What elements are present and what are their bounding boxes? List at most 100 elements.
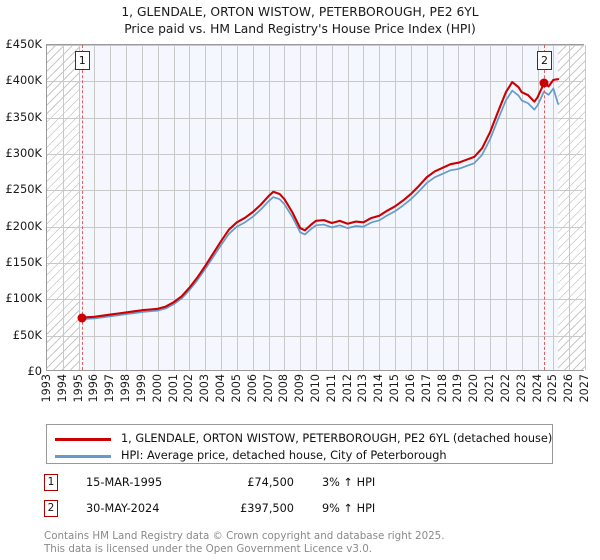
- no-data-region-right: [558, 45, 585, 370]
- gridline-vertical: [157, 45, 159, 370]
- x-tick-label: 2001: [166, 374, 180, 403]
- event-badge-2[interactable]: 2: [537, 51, 553, 70]
- x-tick-label: 2020: [467, 374, 481, 403]
- transaction-index-badge[interactable]: 1: [44, 474, 58, 491]
- x-tick-label: 2024: [530, 374, 544, 403]
- chart-series-layer: [80, 78, 560, 321]
- gridline-horizontal: [47, 226, 583, 228]
- gridline-vertical: [505, 45, 507, 370]
- gridline-vertical: [537, 45, 539, 370]
- x-tick-label: 2006: [245, 374, 259, 403]
- gridline-vertical: [331, 45, 333, 370]
- y-tick-label: £300K: [5, 146, 42, 160]
- gridline-vertical: [363, 45, 365, 370]
- x-tick-label: 2015: [388, 374, 402, 403]
- x-tick-label: 1997: [103, 374, 117, 403]
- gridline-vertical: [553, 45, 555, 370]
- x-tick-label: 2022: [498, 374, 512, 403]
- gridline-horizontal: [47, 117, 583, 119]
- y-tick-label: £100K: [5, 291, 42, 306]
- y-tick-label: £50K: [12, 327, 42, 342]
- page-title: 1, GLENDALE, ORTON WISTOW, PETERBOROUGH,…: [0, 4, 600, 38]
- gridline-vertical: [521, 45, 523, 370]
- x-axis-labels: 1993 1994 1995 1996 1997 1998 1999 2000 2001 2002…: [40, 374, 591, 418]
- price-paid-marker-2[interactable]: [539, 78, 549, 88]
- x-tick-label: 2027: [578, 374, 591, 403]
- x-tick-label: 2018: [435, 374, 449, 403]
- footer-line-1: Contains HM Land Registry data © Crown c…: [44, 530, 445, 542]
- transaction-index-badge[interactable]: 2: [44, 500, 58, 517]
- y-tick-label: £400K: [5, 73, 42, 88]
- gridline-vertical: [94, 45, 96, 370]
- gridline-vertical: [126, 45, 128, 370]
- gridline-horizontal: [47, 81, 583, 83]
- y-tick-label: £150K: [5, 255, 42, 269]
- x-tick-label: 2014: [372, 374, 386, 403]
- x-tick-label: 2010: [309, 374, 322, 403]
- title-line-1: 1, GLENDALE, ORTON WISTOW, PETERBOROUGH,…: [121, 5, 479, 19]
- series-line: [80, 78, 560, 319]
- gridline-vertical: [221, 45, 223, 370]
- gridline-vertical: [490, 45, 492, 370]
- gridline-vertical: [252, 45, 254, 370]
- x-tick-label: 1999: [134, 374, 148, 403]
- y-axis-labels: £0 £50K £100K £150K £200K £250K £300K £350K £400…: [0, 37, 42, 378]
- x-tick-label: 2023: [514, 374, 528, 403]
- gridline-vertical: [347, 45, 349, 370]
- x-tick-label: 2007: [261, 374, 275, 403]
- y-tick-label: £0: [27, 364, 43, 378]
- x-tick-label: 1996: [87, 374, 101, 403]
- gridline-horizontal: [47, 335, 583, 337]
- x-tick-label: 2025: [546, 374, 560, 403]
- event-badge-1[interactable]: 1: [74, 51, 90, 70]
- gridline-horizontal: [47, 299, 583, 301]
- gridline-vertical: [284, 45, 286, 370]
- legend-label: HPI: Average price, detached house, City…: [121, 449, 447, 462]
- transaction-row: 1 15-MAR-1995 £74,500 3% ↑ HPI: [44, 474, 504, 496]
- gridline-vertical: [300, 45, 302, 370]
- x-tick-label: 2017: [419, 374, 433, 403]
- x-tick-label: 2013: [356, 374, 370, 403]
- x-tick-label: 1995: [71, 374, 85, 403]
- gridline-vertical: [110, 45, 112, 370]
- event-line-1: [81, 45, 83, 370]
- x-tick-label: 1993: [40, 374, 53, 403]
- x-tick-label: 2008: [277, 374, 291, 403]
- x-tick-label: 2002: [182, 374, 196, 403]
- x-tick-label: 2005: [229, 374, 243, 403]
- gridline-vertical: [585, 45, 586, 370]
- title-line-2: Price paid vs. HM Land Registry's House …: [124, 22, 476, 36]
- y-tick-label: £350K: [5, 109, 42, 124]
- gridline-vertical: [426, 45, 428, 370]
- gridline-vertical: [316, 45, 317, 370]
- gridline-horizontal: [47, 190, 583, 192]
- gridline-vertical: [410, 45, 412, 370]
- x-tick-label: 2019: [451, 374, 465, 403]
- price-paid-marker-1[interactable]: [77, 313, 87, 323]
- gridline-vertical: [442, 45, 444, 370]
- x-tick-label: 2004: [214, 374, 228, 403]
- transaction-hpi-delta: 3% ↑ HPI: [322, 476, 376, 489]
- x-tick-label: 2012: [340, 374, 354, 403]
- gridline-vertical: [569, 45, 571, 370]
- x-tick-label: 2011: [324, 374, 338, 403]
- gridline-vertical: [379, 45, 381, 370]
- transaction-date: 30-MAY-2024: [86, 502, 160, 515]
- series-line: [80, 87, 559, 321]
- gridline-vertical: [458, 45, 460, 370]
- gridline-vertical: [395, 45, 397, 370]
- legend-swatch: [55, 455, 111, 458]
- footer-line-2: This data is licensed under the Open Gov…: [44, 542, 373, 555]
- transaction-price: £74,500: [247, 476, 294, 489]
- gridline-vertical: [268, 45, 270, 370]
- gridline-vertical: [474, 45, 476, 370]
- y-tick-label: £200K: [5, 218, 42, 233]
- x-tick-label: 2016: [403, 374, 417, 403]
- gridline-vertical: [141, 45, 143, 370]
- gridline-vertical: [173, 45, 175, 370]
- x-tick-label: 2003: [198, 374, 212, 403]
- legend-label: 1, GLENDALE, ORTON WISTOW, PETERBOROUGH,…: [121, 432, 553, 445]
- transaction-date: 15-MAR-1995: [86, 476, 163, 489]
- gridline-vertical: [78, 45, 80, 370]
